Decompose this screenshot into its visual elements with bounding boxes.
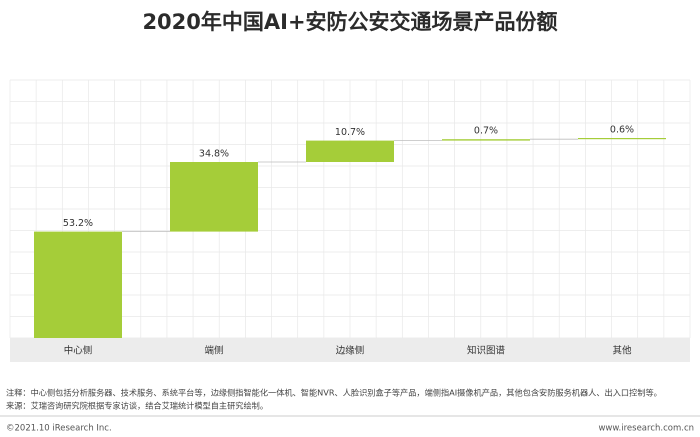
value-label: 53.2% bbox=[63, 218, 93, 229]
value-label: 0.7% bbox=[474, 126, 498, 137]
source: 来源：艾瑞咨询研究院根据专家访谈，结合艾瑞统计模型自主研究绘制。 bbox=[6, 401, 268, 411]
x-tick-label: 其他 bbox=[612, 345, 632, 357]
x-tick-label: 知识图谱 bbox=[467, 345, 506, 357]
bar bbox=[34, 231, 122, 338]
bar bbox=[578, 138, 666, 140]
x-tick-label: 端侧 bbox=[204, 345, 223, 357]
x-tick-label: 中心侧 bbox=[64, 345, 93, 357]
value-label: 34.8% bbox=[199, 149, 229, 160]
bar bbox=[306, 140, 394, 162]
x-tick-label: 边缘侧 bbox=[336, 345, 365, 357]
category-band bbox=[10, 338, 690, 362]
grid bbox=[9, 79, 691, 339]
website: www.iresearch.com.cn bbox=[598, 424, 694, 434]
bar bbox=[442, 139, 530, 141]
bar bbox=[170, 162, 258, 232]
value-label: 0.6% bbox=[610, 125, 634, 136]
chart-title: 2020年中国AI+安防公安交通场景产品份额 bbox=[142, 10, 557, 34]
copyright: ©2021.10 iResearch Inc. bbox=[6, 424, 112, 434]
note: 注释：中心侧包括分析服务器、技术服务、系统平台等，边缘侧指智能化一体机、智能NV… bbox=[6, 388, 662, 398]
value-label: 10.7% bbox=[335, 127, 365, 138]
